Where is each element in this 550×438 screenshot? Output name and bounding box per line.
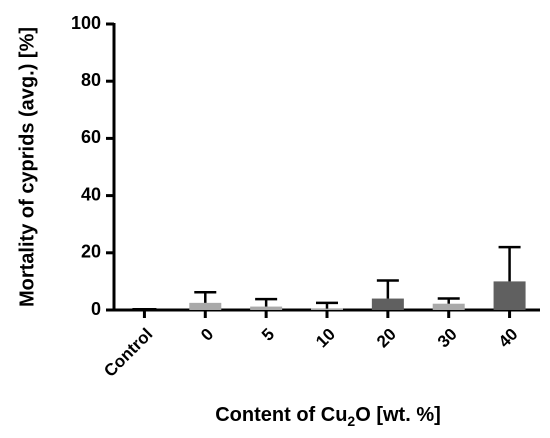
bar: [493, 281, 526, 310]
x-tick-label: 10: [312, 325, 339, 352]
bar: [371, 298, 404, 310]
x-axis-title-main: Content of Cu: [215, 404, 347, 426]
y-tick-label: 80: [81, 70, 101, 90]
y-axis: 0 20 40 60 80 100: [71, 13, 116, 319]
x-tick-label: 30: [434, 325, 461, 352]
y-axis-title: Mortality of cyprids (avg.) [%]: [16, 27, 38, 307]
y-tick-label: 40: [81, 184, 101, 204]
x-tick-label: 40: [495, 325, 522, 352]
y-tick-label: 60: [81, 127, 101, 147]
x-tick-label: Control: [100, 325, 156, 381]
x-axis-title: Content of Cu2O [wt. %]: [215, 404, 441, 429]
y-tick-label: 20: [81, 242, 101, 262]
x-tick-label: 20: [373, 325, 400, 352]
x-axis-title-subscript: 2: [347, 413, 355, 429]
y-tick-label: 100: [71, 13, 101, 33]
y-tick-label: 0: [91, 299, 101, 319]
bars: [132, 245, 526, 310]
bar: [311, 308, 343, 310]
x-tick-label: 0: [197, 325, 217, 345]
bar: [189, 302, 222, 310]
x-axis: Control 0 5 10 20 30 40: [100, 308, 540, 381]
x-tick-label: 5: [258, 325, 278, 345]
bar: [250, 306, 283, 310]
bar: [432, 303, 465, 310]
x-axis-title-tail: O [wt. %]: [355, 404, 441, 426]
